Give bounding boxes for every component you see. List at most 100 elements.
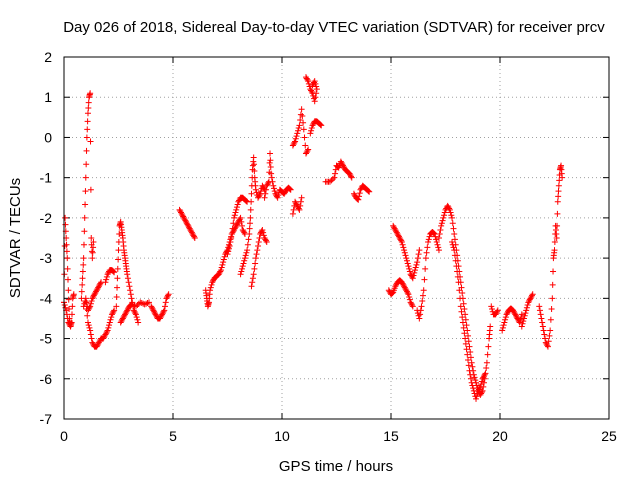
data-point-marker bbox=[451, 230, 458, 237]
data-point-marker bbox=[302, 150, 309, 157]
data-point-marker bbox=[466, 367, 473, 374]
data-point-marker bbox=[232, 209, 239, 216]
data-point-marker bbox=[451, 247, 458, 254]
data-point-marker bbox=[87, 303, 94, 310]
data-point-marker bbox=[80, 255, 87, 262]
data-point-marker bbox=[239, 226, 246, 233]
data-point-marker bbox=[297, 198, 304, 205]
data-point-marker bbox=[256, 235, 263, 241]
data-point-marker bbox=[224, 251, 231, 258]
data-point-marker bbox=[454, 268, 461, 275]
data-point-marker bbox=[251, 265, 258, 272]
data-point-marker bbox=[501, 319, 508, 326]
series-seg25 bbox=[435, 202, 494, 398]
data-point-marker bbox=[259, 226, 266, 233]
data-point-marker bbox=[290, 206, 297, 213]
data-point-marker bbox=[248, 198, 255, 205]
data-point-marker bbox=[240, 228, 247, 235]
data-point-marker bbox=[144, 300, 151, 307]
data-point-marker bbox=[458, 308, 465, 315]
x-tick-label: 15 bbox=[383, 428, 399, 444]
data-point-marker bbox=[87, 90, 94, 97]
data-point-marker bbox=[150, 307, 157, 314]
data-point-marker bbox=[134, 316, 141, 323]
data-point-marker bbox=[449, 239, 456, 246]
data-point-marker bbox=[130, 307, 137, 314]
data-point-marker bbox=[87, 331, 94, 338]
data-point-marker bbox=[468, 379, 475, 386]
data-point-marker bbox=[267, 163, 274, 170]
data-point-marker bbox=[83, 306, 90, 313]
data-point-marker bbox=[69, 303, 76, 310]
data-point-marker bbox=[243, 249, 250, 256]
data-point-marker bbox=[163, 295, 170, 302]
series-seg28 bbox=[499, 305, 525, 334]
data-point-marker bbox=[467, 371, 474, 378]
data-point-marker bbox=[293, 201, 300, 208]
data-point-marker bbox=[156, 315, 163, 322]
series-seg6 bbox=[102, 267, 118, 286]
data-point-marker bbox=[105, 324, 112, 331]
data-point-marker bbox=[85, 104, 92, 111]
data-point-marker bbox=[63, 248, 70, 255]
data-point-marker bbox=[188, 229, 195, 236]
data-point-marker bbox=[260, 232, 267, 239]
data-point-marker bbox=[459, 289, 466, 296]
data-point-marker bbox=[415, 312, 422, 319]
data-point-marker bbox=[440, 214, 447, 221]
x-axis-label: GPS time / hours bbox=[279, 458, 393, 475]
data-point-marker bbox=[355, 196, 362, 203]
data-point-marker bbox=[313, 90, 320, 97]
data-point-marker bbox=[302, 142, 309, 149]
data-point-marker bbox=[295, 125, 302, 132]
data-point-marker bbox=[274, 194, 281, 201]
data-point-marker bbox=[423, 249, 430, 256]
data-point-marker bbox=[424, 244, 431, 251]
data-point-marker bbox=[308, 125, 315, 132]
data-point-marker bbox=[457, 303, 464, 310]
data-point-marker bbox=[337, 158, 344, 165]
data-point-marker bbox=[406, 268, 413, 275]
data-point-marker bbox=[393, 281, 400, 288]
data-point-marker bbox=[66, 320, 73, 327]
data-point-marker bbox=[64, 265, 71, 272]
data-point-marker bbox=[215, 271, 222, 278]
data-point-marker bbox=[536, 303, 543, 310]
series-seg22 bbox=[385, 277, 416, 310]
y-tick-label: 2 bbox=[44, 49, 52, 65]
data-point-marker bbox=[436, 230, 443, 237]
data-point-marker bbox=[465, 357, 472, 364]
data-point-marker bbox=[422, 265, 429, 272]
data-point-marker bbox=[465, 338, 472, 345]
data-point-marker bbox=[263, 237, 270, 244]
data-point-marker bbox=[115, 247, 122, 254]
data-point-marker bbox=[251, 161, 258, 168]
data-point-marker bbox=[433, 236, 440, 243]
data-point-marker bbox=[249, 279, 256, 286]
data-point-marker bbox=[475, 386, 482, 393]
data-point-marker bbox=[114, 275, 121, 282]
data-point-marker bbox=[90, 292, 97, 299]
data-point-marker bbox=[102, 279, 109, 286]
data-point-marker bbox=[253, 189, 260, 196]
data-point-marker bbox=[449, 220, 456, 227]
data-point-marker bbox=[62, 214, 69, 221]
plot-frame bbox=[63, 56, 610, 420]
data-point-marker bbox=[304, 147, 311, 154]
data-point-marker bbox=[425, 239, 432, 246]
data-point-marker bbox=[462, 335, 469, 342]
data-point-marker bbox=[152, 311, 159, 318]
data-point-marker bbox=[188, 228, 195, 235]
data-point-marker bbox=[301, 134, 308, 141]
data-point-marker bbox=[538, 315, 545, 322]
data-point-marker bbox=[518, 314, 525, 321]
data-point-marker bbox=[177, 208, 184, 215]
data-point-marker bbox=[542, 335, 549, 342]
data-point-marker bbox=[109, 267, 116, 274]
data-point-marker bbox=[445, 204, 452, 211]
data-point-marker bbox=[407, 271, 414, 278]
data-point-marker bbox=[191, 235, 198, 241]
data-point-marker bbox=[544, 342, 551, 349]
data-point-marker bbox=[84, 307, 91, 314]
data-point-marker bbox=[346, 170, 353, 177]
